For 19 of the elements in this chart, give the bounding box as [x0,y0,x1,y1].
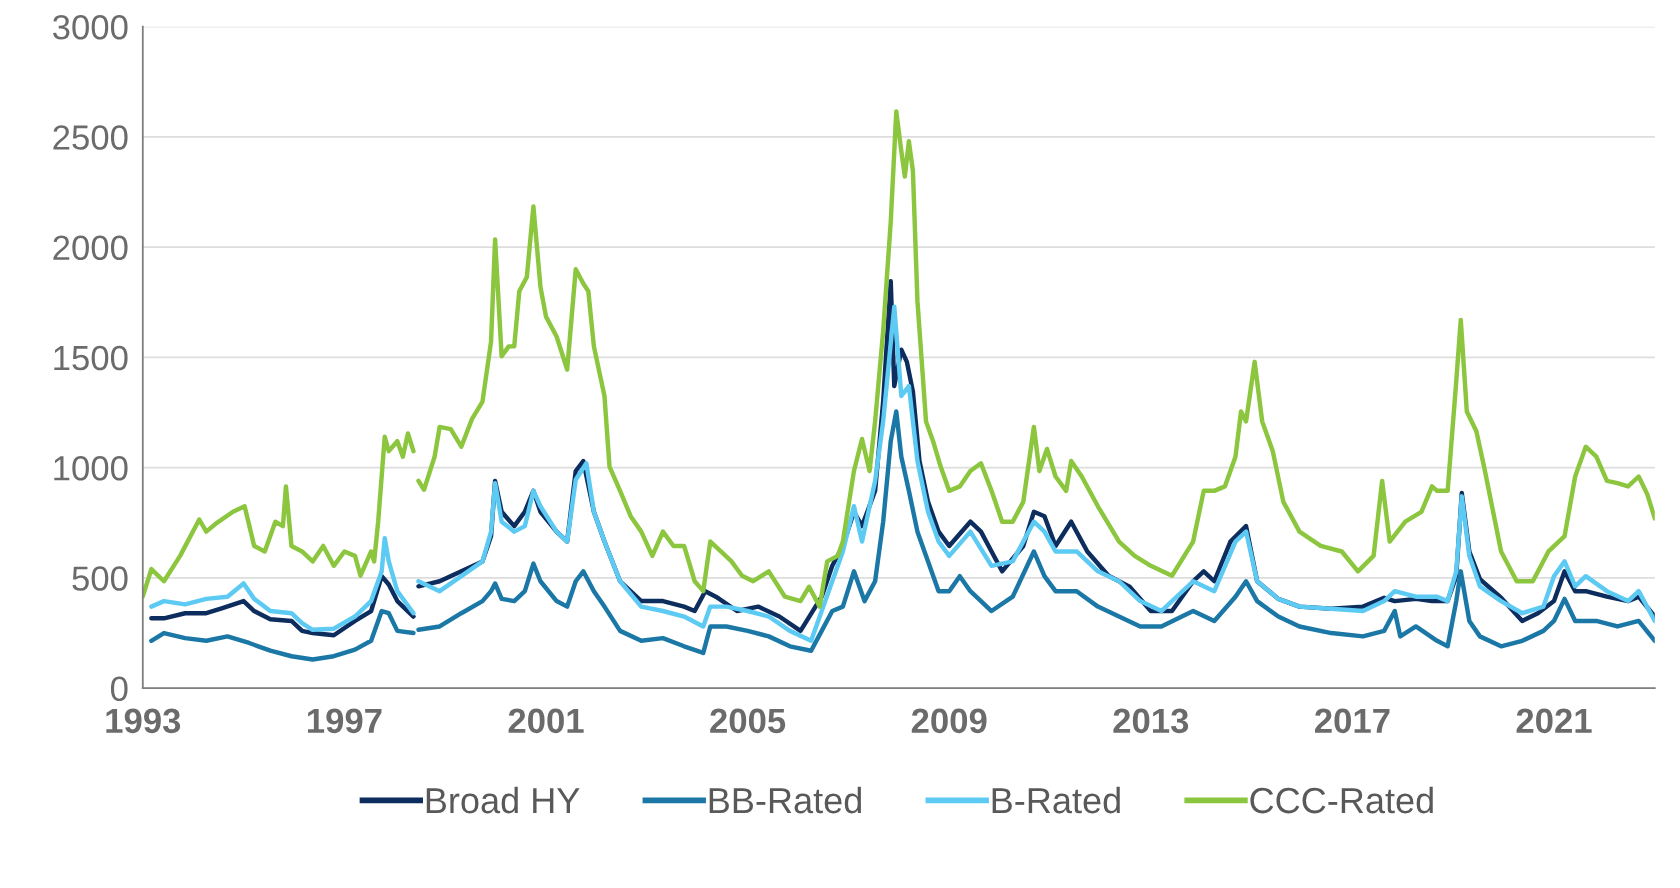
x-tick-label: 2013 [1113,708,1189,734]
x-tick-label: 1997 [307,708,382,734]
y-tick-label: 1500 [54,345,128,371]
legend-label: Broad HY [426,786,580,814]
y-tick-label: 1000 [54,456,128,481]
x-tick-label: 2017 [1314,708,1390,734]
legend-label: BB-Rated [709,786,861,814]
y-tick-label: 0 [110,676,128,702]
x-tick-label: 1993 [106,708,181,734]
legend-label: B-Rated [992,786,1120,814]
legend-label: CCC-Rated [1250,786,1433,814]
x-tick-label: 2021 [1516,708,1592,734]
y-tick-label: 500 [72,566,128,591]
y-tick-label: 2000 [53,235,128,261]
y-tick-label: 2500 [53,125,128,150]
y-tick-label: 3000 [53,14,128,40]
x-tick-label: 2005 [710,708,786,734]
x-tick-label: 2001 [508,708,584,734]
x-tick-label: 2009 [911,708,987,734]
